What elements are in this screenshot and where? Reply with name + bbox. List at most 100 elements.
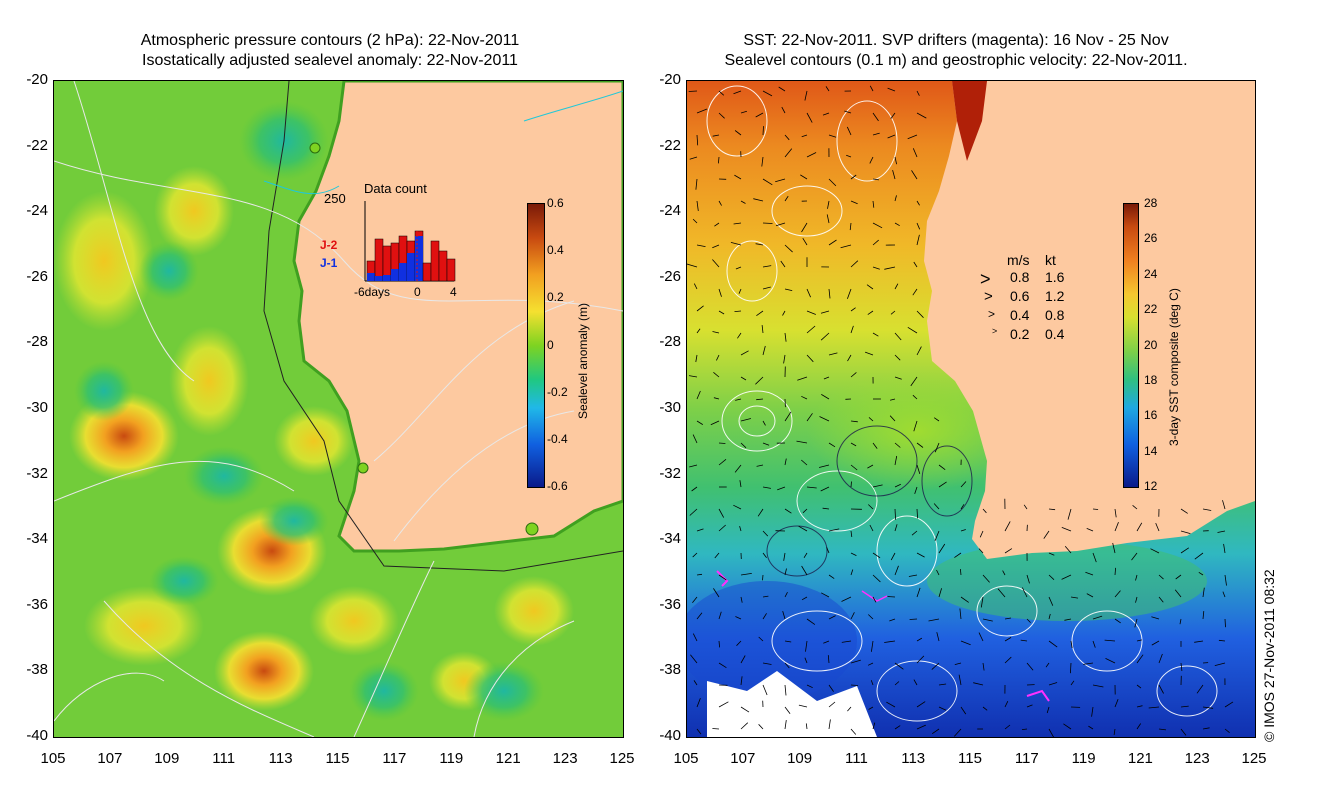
velocity-arrow [1148,706,1160,709]
velocity-arrow [784,134,790,141]
velocity-arrow [696,698,701,708]
velocity-arrow [740,706,750,713]
velocity-arrow [712,244,720,249]
velocity-arrow [1224,574,1227,586]
velocity-arrow [933,417,940,422]
velocity-arrow [850,200,858,205]
velocity-arrow [960,481,967,488]
velocity-arrow [828,719,831,730]
copyright-label: © IMOS 27-Nov-2011 08:32 [1261,569,1277,742]
velocity-arrow [1202,727,1210,730]
velocity-arrow [916,552,925,558]
velocity-arrow [718,574,727,581]
velocity-arrow [826,214,830,224]
velocity-arrow [894,283,899,290]
right-lon-tick-3: 111 [844,750,868,767]
right-lon-tick-10: 125 [1241,750,1267,767]
velocity-arrow [894,662,904,670]
velocity-arrow [1004,548,1013,554]
velocity-arrow [1092,508,1099,510]
velocity-arrow [801,222,808,233]
velocity-arrow [783,552,786,561]
sst-map[interactable]: m/s kt >0.8 1.6 >0.6 1.2 >0.4 0.8 >0.2 0.4 28 26… [686,80,1256,738]
velocity-arrow [718,508,725,518]
velocity-arrow [886,701,896,708]
right-title-line2: Sealevel contours (0.1 m) and geostrophi… [724,52,1188,69]
sst-colorbar-tick-4: 20 [1144,337,1158,352]
right-title-line1: SST: 22-Nov-2011. SVP drifters (magenta)… [743,32,1169,49]
velocity-arrow [762,530,769,537]
velocity-arrow [1086,528,1094,532]
data-count-inset [364,201,456,282]
velocity-arrow [872,596,877,603]
velocity-arrow [1194,640,1204,643]
velocity-arrow [755,112,764,118]
velocity-arrow [889,618,896,622]
inset-series-b-label: J-1 [320,256,338,270]
velocity-arrow [1105,658,1116,664]
velocity-arrow [1151,616,1160,620]
velocity-arrow [997,588,1006,598]
velocity-arrow [884,640,896,643]
velocity-arrow [806,152,817,158]
velocity-arrow [822,507,830,510]
right-lon-tick-0: 105 [673,750,699,767]
velocity-arrow [828,288,831,299]
velocity-arrow [758,724,764,730]
velocity-arrow [761,156,764,167]
velocity-arrow [693,283,698,290]
velocity-arrow [894,455,898,466]
sealevel-colorbar-tick-5: -0.4 [547,431,568,446]
velocity-arrow [1136,684,1142,689]
sealevel-anomaly-map[interactable]: 250 Data count J-2 J-1 -6days 0 4 0.6 0.4… [53,80,624,738]
velocity-arrow [780,260,786,268]
velocity-arrow [1180,705,1189,708]
velocity-arrow [1064,618,1072,621]
velocity-arrow [872,332,879,337]
velocity-arrow [696,328,701,334]
velocity-arrow [733,222,742,225]
velocity-arrow [784,411,792,422]
velocity-arrow [688,375,698,378]
left-lat-tick-1: -22 [26,136,48,154]
velocity-arrow [1026,704,1033,708]
velocity-arrow [1092,640,1096,648]
velocity-arrow [714,222,720,227]
velocity-arrow [1043,530,1050,539]
sealevel-colorbar-tick-6: -0.6 [547,479,568,493]
velocity-arrow [1134,618,1138,628]
velocity-arrow [718,611,722,620]
right-lat-tick-0: -20 [659,71,681,88]
velocity-arrow [1218,639,1226,642]
velocity-arrow [1070,662,1072,674]
sst-colorbar-tick-5: 18 [1144,372,1158,387]
velocity-arrow [696,134,699,146]
velocity-arrow [718,701,729,708]
velocity-arrow [762,90,773,97]
velocity-arrow [1086,593,1094,598]
velocity-arrow [827,655,830,664]
velocity-arrow [733,90,742,95]
velocity-legend-header-ms: m/s [1007,252,1030,268]
velocity-arrow [847,354,852,362]
velocity-arrow [781,106,786,114]
velocity-arrow [1155,522,1160,532]
velocity-arrow [916,90,920,96]
velocity-arrow [913,420,918,432]
velocity-arrow [784,458,787,466]
velocity-arrow [806,112,813,123]
velocity-arrow [740,596,743,603]
right-lat-tick-5: -30 [659,399,681,416]
velocity-arrow [1048,508,1056,511]
velocity-arrow [755,376,764,385]
velocity-arrow [1223,543,1226,554]
velocity-arrow [850,728,857,735]
inset-bar-a [422,262,432,282]
velocity-arrow [850,569,854,576]
velocity-arrow [762,684,768,696]
velocity-arrow [914,486,918,495]
velocity-arrow [872,266,880,270]
velocity-arrow [718,156,720,164]
velocity-arrow [730,242,742,246]
velocity-arrow [1048,728,1054,737]
